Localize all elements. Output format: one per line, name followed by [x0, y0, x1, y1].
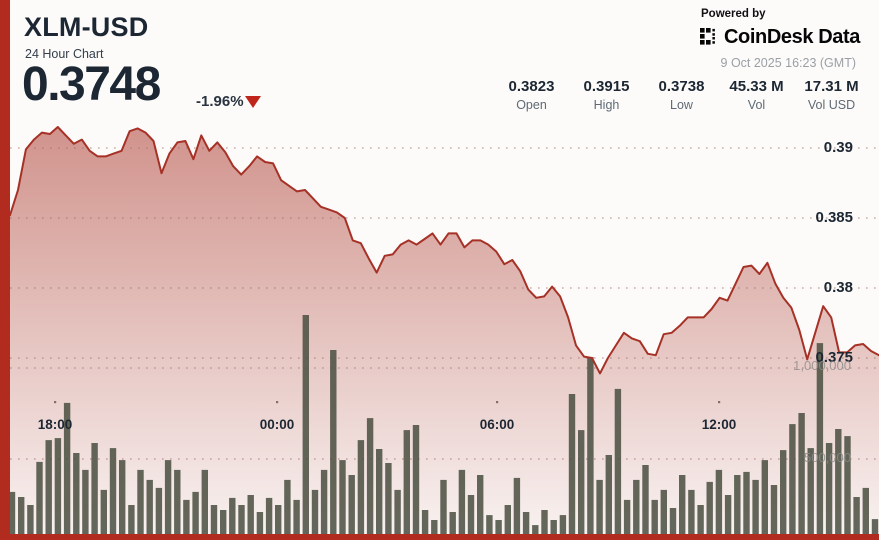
- current-price: 0.3748: [22, 58, 161, 111]
- bottom-accent-bar: [0, 534, 879, 540]
- price-area-fill: [10, 127, 879, 540]
- volume-tick-label: 1,000,000: [793, 358, 851, 373]
- down-triangle-icon: [245, 96, 261, 108]
- stat-vol-value: 45.33 M: [729, 78, 784, 95]
- stat-vol-label: Vol: [747, 98, 766, 112]
- stat-high-value: 0.3915: [583, 78, 630, 95]
- time-tick-label: 06:00: [479, 417, 515, 432]
- time-tick-label: 12:00: [701, 417, 737, 432]
- coindesk-brand-link[interactable]: CoinDesk Data: [700, 26, 860, 49]
- stat-open-label: Open: [516, 98, 547, 112]
- stat-low-value: 0.3738: [658, 78, 705, 95]
- page-title: XLM-USD: [24, 12, 149, 42]
- chart-timestamp: 9 Oct 2025 16:23 (GMT): [720, 56, 856, 70]
- time-tick-label: 00:00: [259, 417, 295, 432]
- powered-by-label: Powered by: [701, 8, 766, 20]
- price-tick-label: 0.375: [815, 349, 853, 366]
- price-tick-label: 0.39: [823, 139, 853, 156]
- price-tick-label: 0.385: [815, 209, 853, 226]
- coindesk-logo-icon: [700, 28, 719, 47]
- stat-high-label: High: [593, 98, 620, 112]
- stat-vol-usd-label: Vol USD: [807, 98, 856, 112]
- left-accent-bar: [0, 0, 10, 540]
- stat-vol-usd: 17.31 M Vol USD: [794, 78, 869, 112]
- stat-vol: 45.33 M Vol: [719, 78, 794, 112]
- stat-low-label: Low: [670, 98, 693, 112]
- volume-bars: [8, 315, 879, 535]
- time-tick-label: 18:00: [37, 417, 73, 432]
- brand-name: CoinDesk Data: [724, 26, 860, 48]
- volume-tick-label: 500,000: [804, 450, 851, 465]
- stat-low: 0.3738 Low: [644, 78, 719, 112]
- price-change-percent: -1.96%: [196, 93, 244, 110]
- price-line: [9, 126, 879, 375]
- chart-subtitle: 24 Hour Chart: [25, 47, 104, 61]
- stat-open: 0.3823 Open: [494, 78, 569, 112]
- stat-vol-usd-value: 17.31 M: [804, 78, 859, 95]
- price-tick-label: 0.38: [823, 279, 853, 296]
- stat-high: 0.3915 High: [569, 78, 644, 112]
- stat-open-value: 0.3823: [508, 78, 555, 95]
- stats-row: 0.3823 Open 0.3915 High 0.3738 Low 45.33…: [494, 78, 870, 112]
